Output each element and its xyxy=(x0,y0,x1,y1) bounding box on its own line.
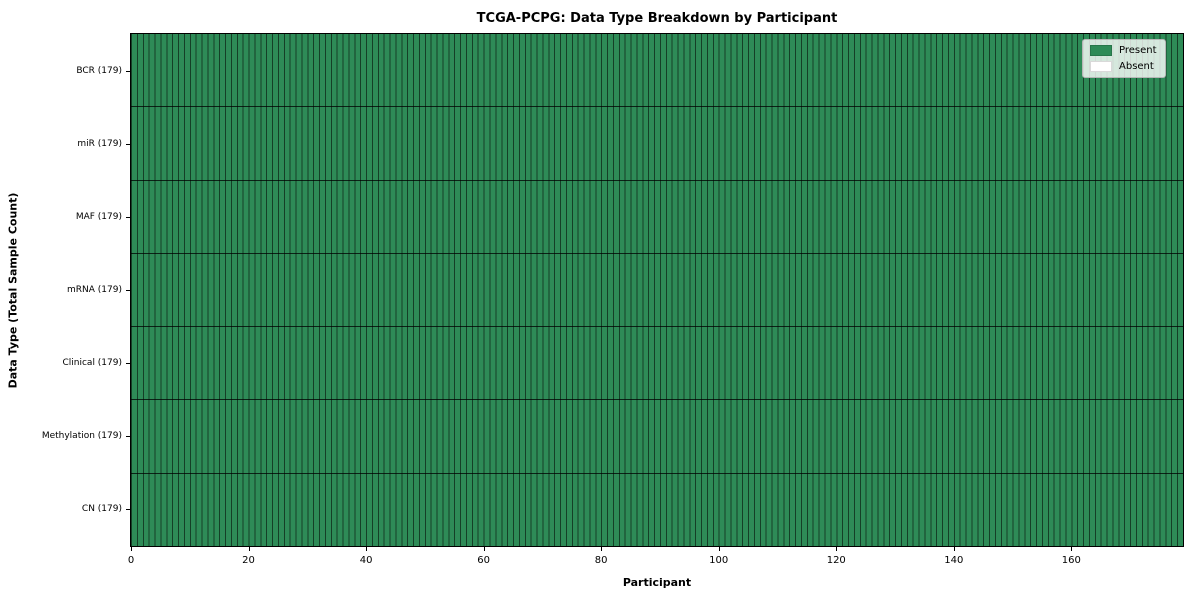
y-tick-label-bcr: BCR (179) xyxy=(76,65,122,76)
x-tick-mark xyxy=(953,547,955,551)
x-tick-label-140: 140 xyxy=(944,555,964,566)
x-tick-label-80: 80 xyxy=(594,555,608,566)
legend-label-absent: Absent xyxy=(1119,61,1154,72)
y-tick-label-mir: miR (179) xyxy=(77,138,122,149)
heatmap-row-bcr xyxy=(131,34,1183,108)
y-tick-label-cn: CN (179) xyxy=(81,504,122,515)
x-tick-mark xyxy=(1071,547,1073,551)
x-tick-label-60: 60 xyxy=(477,555,490,566)
legend: Present Absent xyxy=(1082,39,1166,78)
x-tick-mark xyxy=(601,547,603,551)
x-tick-label-160: 160 xyxy=(1061,555,1081,566)
legend-swatch-present xyxy=(1090,45,1112,56)
heatmap-row-methylation xyxy=(131,400,1183,474)
x-tick-label-40: 40 xyxy=(359,555,373,566)
heatmap-plot-area xyxy=(130,33,1184,547)
x-tick-mark xyxy=(836,547,838,551)
legend-item-absent: Absent xyxy=(1090,61,1157,72)
chart-title: TCGA-PCPG: Data Type Breakdown by Partic… xyxy=(476,11,838,26)
heatmap-row-cn xyxy=(131,473,1183,546)
heatmap-row-mrna xyxy=(131,253,1183,328)
x-tick-label-120: 120 xyxy=(826,555,846,566)
legend-swatch-absent xyxy=(1090,61,1112,72)
x-tick-mark xyxy=(131,547,132,551)
x-tick-mark xyxy=(248,547,250,551)
x-tick-mark xyxy=(718,547,720,551)
heatmap-row-maf xyxy=(131,180,1183,254)
legend-item-present: Present xyxy=(1090,45,1157,56)
y-tick-label-methylation: Methylation (179) xyxy=(41,431,122,442)
x-tick-label-20: 20 xyxy=(242,555,255,566)
heatmap-row-clinical xyxy=(131,327,1183,401)
heatmap-row-mir xyxy=(131,107,1183,181)
y-axis-title: Data Type (Total Sample Count) xyxy=(6,192,20,389)
x-tick-mark xyxy=(366,547,368,551)
x-tick-label-100: 100 xyxy=(709,555,729,566)
x-tick-label-0: 0 xyxy=(127,555,135,566)
x-tick-mark xyxy=(483,547,485,551)
x-axis-title: Participant xyxy=(622,576,692,589)
legend-label-present: Present xyxy=(1119,45,1157,56)
